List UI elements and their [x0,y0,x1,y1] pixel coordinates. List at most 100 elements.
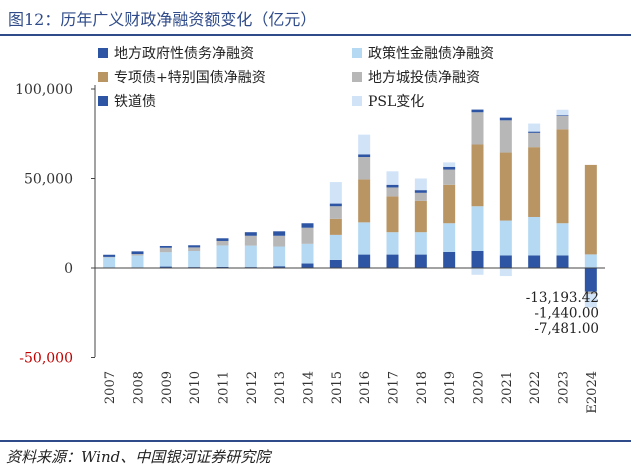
bar-2008-series-4 [131,251,144,255]
bar-2023-series-4 [556,115,569,116]
x-tick-label-2008: 2008 [132,371,147,404]
bar-2011-series-1 [216,245,229,267]
bar-2012-series-1 [244,245,257,268]
x-tick-label-2022: 2022 [528,371,543,404]
x-tick-label-2018: 2018 [415,371,430,404]
legend-swatch-3 [352,72,362,82]
data-label-0: -13,193.42 [526,290,599,306]
x-tick-label-2013: 2013 [273,371,288,404]
bar-2017-series-3 [386,187,399,197]
bar-2007-series-1 [103,257,116,268]
bar-2009-series-4 [159,245,172,248]
bar-2023-series-0 [556,255,569,268]
bar-2020-series-0 [471,250,484,268]
bar-2018-series-1 [414,232,427,255]
bar-2015-series-4 [329,203,342,207]
legend-label-1: 政策性金融债净融资 [368,45,494,62]
bar-2015-series-2 [329,218,342,235]
x-tick-label-2007: 2007 [103,371,118,404]
bar-2009-series-1 [159,252,172,267]
bar-2021-series-2 [499,152,512,221]
x-tick-label-2014: 2014 [302,371,317,404]
bar-e2024-series-1 [584,254,597,268]
legend-label-3: 地方城投债净融资 [368,70,480,86]
bar-2010-series-1 [188,250,201,268]
bar-2009-series-3 [159,247,172,253]
bar-2012-series-3 [244,235,257,246]
bar-e2024-series-0 [584,268,597,292]
bar-2023-series-5 [556,109,569,116]
legend-swatch-2 [98,72,108,82]
bar-2022-series-3 [528,132,541,148]
bar-2019-series-5 [443,162,456,167]
legend-swatch-5 [352,96,362,106]
legend-label-5: PSL变化 [368,94,424,110]
bar-2021-series-3 [499,120,512,153]
source-note: 资料来源：Wind、中国银河证券研究院 [6,448,271,466]
bar-2016-series-1 [358,222,371,255]
bar-2015-series-0 [329,259,342,268]
bar-2014-series-0 [301,263,314,268]
bar-2022-series-0 [528,255,541,268]
x-tick-label-2021: 2021 [500,371,515,404]
bar-2016-series-3 [358,157,371,180]
x-tick-label-2012: 2012 [245,371,260,404]
bar-2014-series-3 [301,227,314,244]
bar-2017-series-4 [386,184,399,188]
y-tick-label: -50,000 [19,351,73,367]
bar-2017-series-1 [386,232,399,255]
bar-2020-series-1 [471,206,484,251]
bar-2017-series-2 [386,196,399,233]
x-tick-label-2010: 2010 [188,371,203,404]
y-tick-label: 50,000 [24,172,73,188]
bar-e2024-series-2 [584,164,597,255]
bar-e2024-series-3 [584,291,597,295]
bar-2008-series-1 [131,255,144,268]
x-tick-label-2016: 2016 [358,371,373,404]
bar-2017-series-0 [386,254,399,268]
x-tick-label-2017: 2017 [387,371,402,404]
bar-2013-series-3 [273,235,286,247]
bar-2008-series-3 [131,254,144,256]
data-label-1: -1,440.00 [534,306,599,322]
legend-swatch-1 [352,48,362,58]
data-label-2: -7,481.00 [534,321,599,337]
bar-2010-series-3 [188,247,201,251]
bar-2012-series-4 [244,232,257,236]
title-divider [0,34,631,36]
bar-2011-series-4 [216,238,229,241]
bar-2020-series-5 [471,268,484,275]
y-tick-label: 100,000 [15,82,73,98]
bar-2019-series-2 [443,184,456,224]
footer-divider [0,440,631,442]
bar-2019-series-3 [443,169,456,185]
bar-e2024-series-5 [584,294,597,308]
bar-2019-series-1 [443,223,456,252]
bar-2020-series-4 [471,109,484,113]
bar-2020-series-2 [471,144,484,207]
bar-2021-series-0 [499,255,512,268]
bar-2014-series-1 [301,243,314,264]
bar-2013-series-1 [273,246,286,267]
legend-label-4: 铁道债 [114,94,156,110]
x-tick-label-2015: 2015 [330,371,345,404]
bar-2009-series-0 [159,266,172,268]
bar-2018-series-5 [414,178,427,191]
bar-2016-series-5 [358,134,371,155]
x-tick-label-2019: 2019 [443,371,458,404]
bar-2015-series-5 [329,182,342,204]
bar-2011-series-0 [216,266,229,268]
bar-2016-series-4 [358,154,371,158]
bar-2013-series-0 [273,266,286,268]
bar-2020-series-3 [471,112,484,145]
legend-swatch-4 [98,96,108,106]
bar-2021-series-4 [499,117,512,121]
legend-label-2: 专项债+特别国债净融资 [114,70,266,86]
legend-swatch-0 [98,48,108,58]
bar-2022-series-1 [528,216,541,256]
bar-2023-series-3 [556,115,569,130]
bar-2021-series-5 [499,268,512,277]
y-tick-label: 0 [64,261,73,277]
bar-2015-series-1 [329,234,342,260]
